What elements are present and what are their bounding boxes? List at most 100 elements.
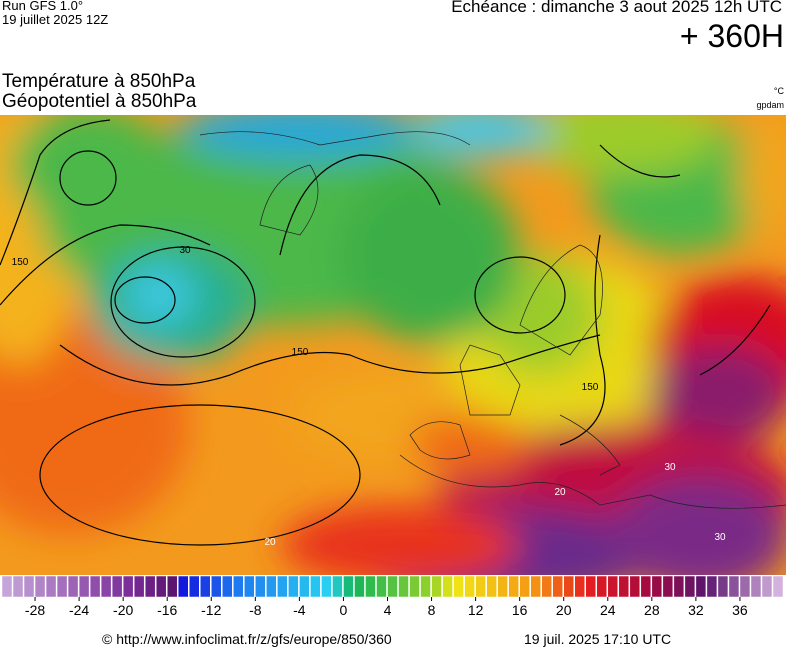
temperature-unit: °C <box>773 86 784 96</box>
colorbar-swatch <box>519 575 530 598</box>
colorbar-swatch <box>706 575 718 598</box>
colorbar-swatch <box>365 575 376 598</box>
colorbar-tick-label: 24 <box>600 602 616 618</box>
colorbar-swatch <box>23 575 35 598</box>
colorbar-swatch <box>56 575 68 598</box>
colorbar-swatch <box>211 575 222 598</box>
colorbar-swatch <box>695 575 707 598</box>
colorbar-tick-label: -8 <box>249 602 262 618</box>
contour-label: 150 <box>12 257 29 268</box>
colorbar-tick-label: 12 <box>468 602 484 618</box>
colorbar-swatch <box>122 575 134 598</box>
field-geopotential: Géopotentiel à 850hPa <box>2 91 197 112</box>
colorbar-swatch <box>354 575 365 598</box>
colorbar-tick-label: -20 <box>113 602 133 618</box>
colorbar-swatch <box>453 575 464 598</box>
geopotential-contours <box>0 119 771 546</box>
colorbar-swatch <box>111 575 123 598</box>
colorbar-swatch <box>431 575 442 598</box>
colorbar-swatch <box>398 575 409 598</box>
colorbar-swatch <box>651 575 663 598</box>
colorbar-swatch <box>629 575 641 598</box>
colorbar-tick-label: 16 <box>512 602 528 618</box>
colorbar-swatch <box>541 575 552 598</box>
colorbar-tick-label: -4 <box>293 602 306 618</box>
colorbar-swatch <box>607 575 619 598</box>
colorbar-swatch <box>596 575 608 598</box>
colorbar-swatch <box>310 575 321 598</box>
colorbar-swatch <box>530 575 541 598</box>
colorbar-swatch <box>761 575 773 598</box>
colorbar-swatch <box>563 575 574 598</box>
colorbar-swatch <box>332 575 343 598</box>
lead-time: + 360H <box>679 18 784 54</box>
colorbar-swatch <box>640 575 652 598</box>
colorbar-swatch <box>409 575 420 598</box>
contour-label: 20 <box>264 537 276 548</box>
run-date: 19 juillet 2025 12Z <box>2 12 109 27</box>
contour-label: 30 <box>179 245 191 256</box>
colorbar-swatch <box>552 575 563 598</box>
colorbar-swatch <box>100 575 112 598</box>
colorbar-swatch <box>12 575 24 598</box>
colorbar-swatch <box>717 575 729 598</box>
colorbar-tick-label: 32 <box>688 602 704 618</box>
generated-time: 19 juil. 2025 17:10 UTC <box>524 631 672 647</box>
colorbar-swatch <box>266 575 277 598</box>
contour-label: 30 <box>714 532 726 543</box>
colorbar-swatch <box>464 575 475 598</box>
colorbar-swatch <box>673 575 685 598</box>
source-url: © http://www.infoclimat.fr/z/gfs/europe/… <box>102 631 392 647</box>
colorbar-tick-label: 4 <box>384 602 392 618</box>
colorbar-swatch <box>684 575 696 598</box>
colorbar-swatch <box>78 575 90 598</box>
field-blobs <box>0 115 786 575</box>
colorbar-swatch <box>343 575 354 598</box>
colorbar-swatch <box>34 575 46 598</box>
colorbar-swatch <box>133 575 145 598</box>
colorbar-tick-label: -12 <box>201 602 221 618</box>
colorbar-swatch <box>475 575 486 598</box>
geopotential-unit: gpdam <box>756 100 784 110</box>
colorbar-tick-label: -28 <box>25 602 45 618</box>
colorbar-swatch <box>188 575 200 598</box>
colorbar-swatch <box>497 575 508 598</box>
colorbar-tick-label: 36 <box>732 602 748 618</box>
colorbar-swatch <box>739 575 751 598</box>
colorbar-swatch <box>442 575 453 598</box>
colorbar-swatch <box>376 575 387 598</box>
colorbar-swatch <box>508 575 519 598</box>
colorbar-swatch <box>728 575 740 598</box>
colorbar-swatch <box>222 575 233 598</box>
contour-label: 150 <box>582 382 599 393</box>
colorbar-tick-label: 8 <box>428 602 436 618</box>
colorbar-swatch <box>45 575 57 598</box>
colorbar-tick-label: 28 <box>644 602 660 618</box>
valid-time: Echéance : dimanche 3 aout 2025 12h UTC <box>451 0 782 16</box>
colorbar-tick-label: -16 <box>157 602 177 618</box>
colorbar-swatch <box>244 575 255 598</box>
colorbar-swatch <box>662 575 674 598</box>
contour-label: 30 <box>664 462 676 473</box>
contour-label: 20 <box>554 487 566 498</box>
colorbar-swatch <box>772 575 784 598</box>
colorbar-swatch <box>387 575 398 598</box>
colorbar-tick-label: 20 <box>556 602 572 618</box>
colorbar-swatch <box>1 575 13 598</box>
colorbar-swatch <box>750 575 762 598</box>
weather-map: 150 150 150 30 20 30 20 30 <box>0 115 786 575</box>
run-label: Run GFS 1.0° <box>2 0 84 13</box>
colorbar-tick-label: -24 <box>69 602 89 618</box>
colorbar-swatch <box>200 575 211 598</box>
field-temperature: Température à 850hPa <box>2 71 196 92</box>
colorbar-swatch <box>155 575 167 598</box>
colorbar-swatch <box>255 575 266 598</box>
colorbar-swatch <box>585 575 597 598</box>
colorbar-swatch <box>144 575 156 598</box>
colorbar-swatch <box>166 575 178 598</box>
colorbar-tick-label: 0 <box>340 602 348 618</box>
colorbar-swatch <box>288 575 299 598</box>
colorbar-swatch <box>177 575 189 598</box>
colorbar-swatch <box>67 575 79 598</box>
